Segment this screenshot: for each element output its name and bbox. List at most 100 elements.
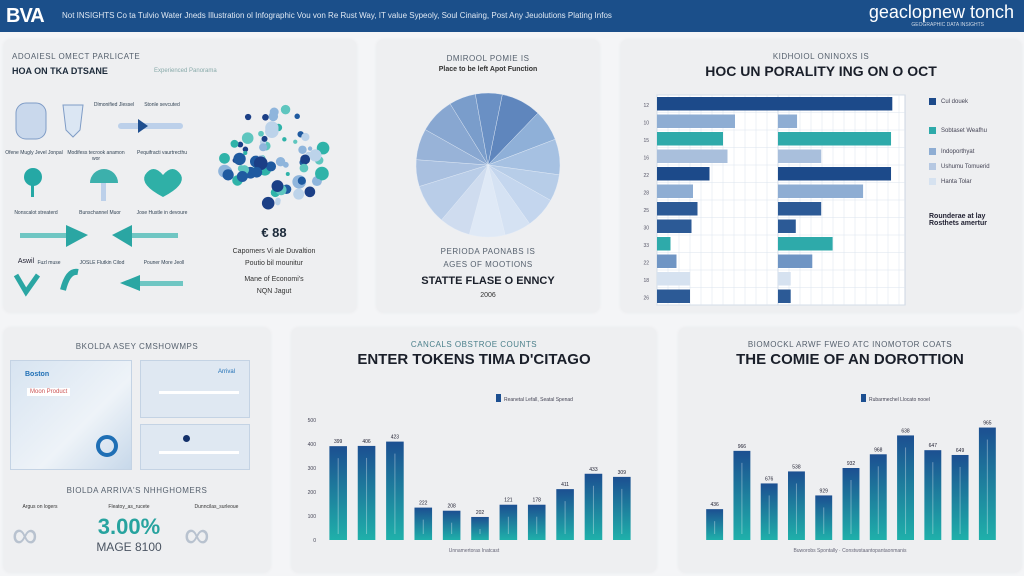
horizontal-bar-chart: 12 10 15 16 22 28 25 30 33 22 18 26 0 0 100 bbox=[643, 94, 912, 310]
stat-label: Argus on logers bbox=[22, 504, 58, 510]
bubble bbox=[304, 186, 316, 198]
bar bbox=[556, 489, 574, 540]
x-axis-label: Buworobs Spontally · Constwstaantopantao… bbox=[793, 548, 907, 554]
bar bbox=[527, 504, 546, 540]
bubble bbox=[285, 171, 290, 176]
bubble bbox=[259, 143, 268, 152]
bubble bbox=[313, 152, 319, 159]
bar bbox=[657, 184, 693, 198]
legend-item: Hanta Tolar bbox=[929, 178, 999, 185]
umbrella-icon bbox=[90, 169, 118, 201]
bubble bbox=[241, 132, 254, 144]
data-label: 202 bbox=[476, 510, 485, 516]
panel-title: Place to be left Apot Function bbox=[438, 66, 538, 73]
bubble bbox=[282, 137, 287, 142]
bubble bbox=[266, 161, 277, 172]
bar bbox=[657, 97, 807, 111]
chart-legend: Cul douek Sobtaset Weafhu Indoporthyat U… bbox=[929, 98, 999, 227]
y-tick-label: 30 bbox=[643, 226, 649, 232]
map-main[interactable]: Boston Moon Product bbox=[10, 360, 132, 470]
bar bbox=[778, 289, 791, 303]
y-tick-label: 400 bbox=[308, 442, 317, 448]
arrow-icon bbox=[118, 119, 183, 133]
bar bbox=[778, 202, 822, 216]
y-tick-label: 12 bbox=[643, 103, 649, 109]
data-label: 968 bbox=[874, 447, 883, 453]
legend-label: Indoporthyat bbox=[941, 148, 975, 155]
data-label: 929 bbox=[820, 488, 829, 494]
bubble bbox=[307, 146, 313, 151]
bubble bbox=[258, 130, 264, 137]
bar bbox=[778, 167, 892, 181]
bubble bbox=[298, 145, 307, 154]
ribbon-icon bbox=[13, 273, 41, 297]
panel-kicker: KIDHOIOL ONINOXS IS bbox=[772, 52, 870, 61]
map-route-2[interactable] bbox=[140, 424, 250, 470]
heart-icon bbox=[144, 169, 182, 197]
bar bbox=[657, 254, 677, 268]
bubble bbox=[293, 139, 298, 144]
section-kicker: BIOLDA ARRIVA'S NHHGHOMERS bbox=[66, 486, 208, 495]
stat-label: Dunncilas_surleoue bbox=[194, 504, 239, 510]
bar bbox=[657, 219, 692, 233]
bar bbox=[733, 450, 751, 540]
bubble bbox=[294, 113, 300, 119]
bubble bbox=[265, 121, 279, 135]
data-label: 676 bbox=[765, 476, 774, 482]
arrow-teal-left-icon bbox=[112, 225, 178, 247]
bar bbox=[657, 132, 723, 146]
map-label: Arrival bbox=[217, 369, 235, 375]
y-tick-label: 10 bbox=[643, 121, 649, 127]
x-tick-label: 0 bbox=[657, 309, 660, 310]
x-tick-label: 100 bbox=[905, 309, 912, 310]
data-label: 538 bbox=[792, 464, 801, 470]
panel-kicker: BKOLDA ASEY CMSHOWMPS bbox=[75, 342, 199, 351]
bar bbox=[386, 441, 404, 540]
dolphin-icon bbox=[60, 268, 79, 291]
bar bbox=[842, 468, 860, 540]
y-tick-label: 22 bbox=[643, 261, 649, 267]
bar bbox=[778, 114, 798, 128]
y-tick-label: 16 bbox=[643, 156, 649, 162]
bubble bbox=[316, 141, 330, 155]
stat-value: € 88 bbox=[261, 225, 287, 240]
legend-item: Cul douek bbox=[929, 98, 999, 105]
map-label: Boston bbox=[25, 371, 50, 378]
data-label: 178 bbox=[533, 498, 542, 504]
icon-label: Nonscalot streaterd bbox=[14, 210, 58, 216]
map-route-1[interactable]: Arrival bbox=[140, 360, 250, 418]
y-tick-label: 25 bbox=[643, 208, 649, 214]
infinity-icon: ∞ bbox=[12, 514, 38, 555]
bubble bbox=[275, 157, 286, 167]
bubble-cluster bbox=[218, 104, 330, 210]
bubble bbox=[282, 161, 289, 168]
bubble bbox=[314, 178, 322, 186]
icons-panel: ADOAIESL OMECT PARLICATE HOA ON TKA DTSA… bbox=[4, 40, 356, 312]
shield-icon bbox=[62, 104, 84, 138]
stat-caption: NQN Jagut bbox=[256, 288, 292, 295]
pie-chart bbox=[415, 92, 561, 238]
data-label: 399 bbox=[334, 439, 343, 445]
bar bbox=[499, 504, 518, 540]
icon-label: Modifess tecrook anamon wor bbox=[67, 150, 125, 162]
data-label: 638 bbox=[901, 428, 910, 434]
infinity-icon: ∞ bbox=[184, 514, 210, 555]
x-axis-label: Unnamertoras Inatcast bbox=[449, 548, 500, 554]
route-line bbox=[159, 451, 239, 454]
bar bbox=[584, 473, 603, 540]
location-dot-icon bbox=[183, 435, 190, 442]
data-label: 649 bbox=[956, 448, 965, 454]
bubble bbox=[243, 150, 248, 156]
legend-label: Rubarmechel Llocato nooel bbox=[869, 397, 930, 403]
glove-icon bbox=[15, 102, 47, 140]
panel-title: ENTER TOKENS TIMA D'CITAGO bbox=[357, 351, 591, 368]
bar bbox=[657, 149, 728, 163]
brand-name: geaclopnew tonch bbox=[868, 2, 1014, 22]
bubble bbox=[280, 104, 291, 115]
legend-swatch bbox=[929, 178, 936, 185]
bubble bbox=[230, 139, 239, 148]
y-tick-label: 0 bbox=[313, 538, 316, 544]
bar bbox=[414, 507, 433, 540]
bubble bbox=[219, 152, 230, 164]
bubble bbox=[244, 113, 252, 121]
